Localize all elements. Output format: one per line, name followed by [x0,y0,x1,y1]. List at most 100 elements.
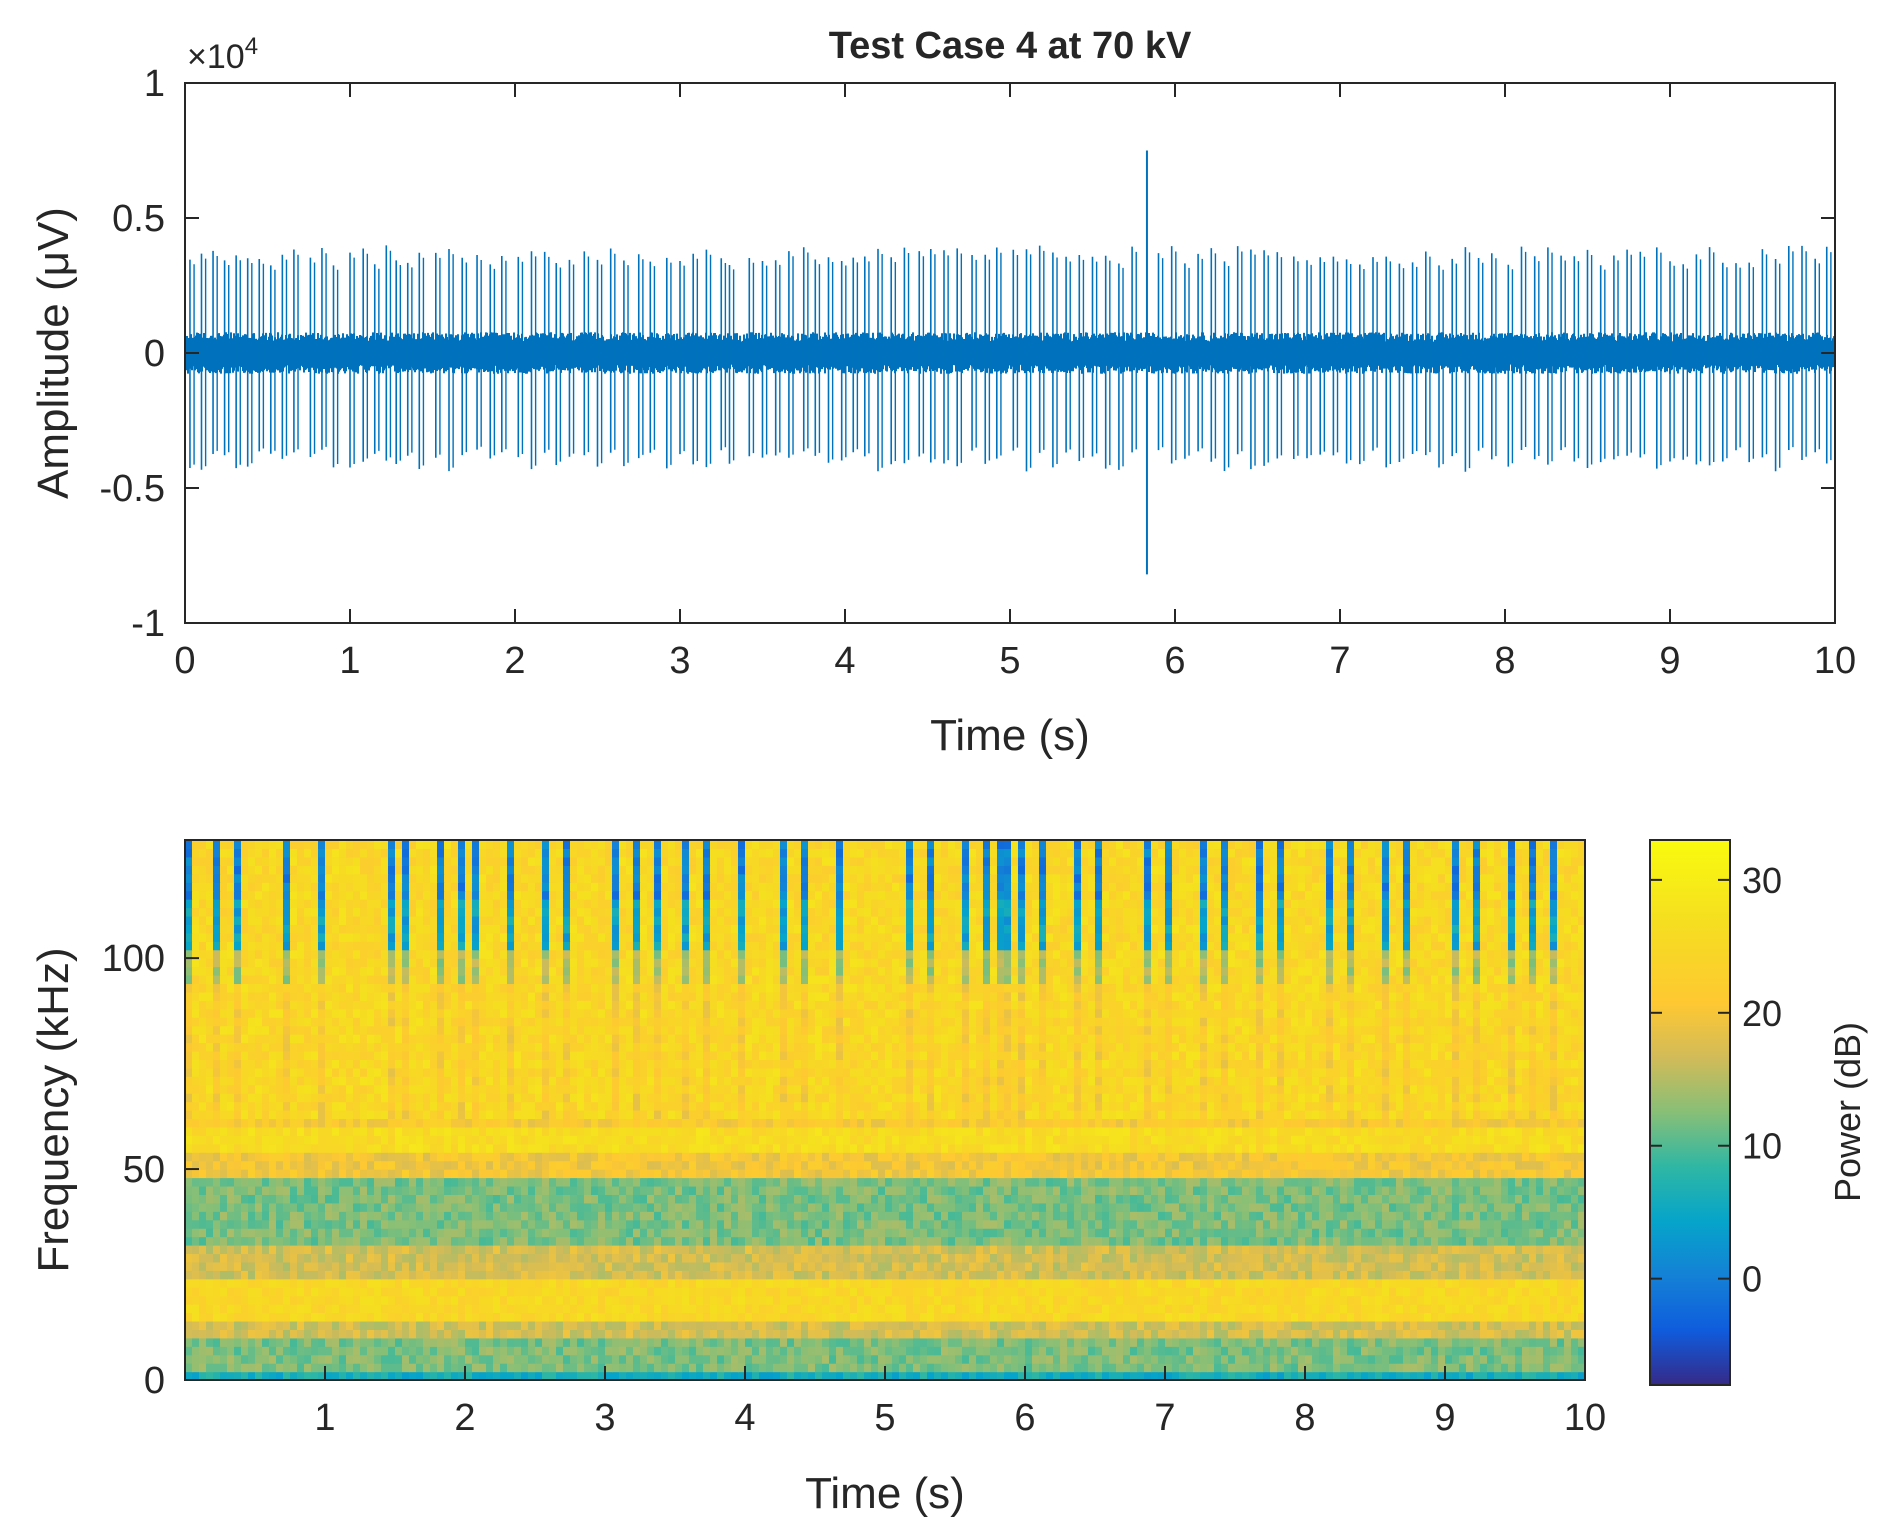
spectrogram-cell [374,1245,382,1255]
spectrogram-cell [913,1202,921,1212]
spectrogram-cell [1151,1304,1159,1314]
spectrogram-cell [304,1185,312,1195]
spectrogram-cell [283,1219,291,1229]
spectrogram-cell [1564,1228,1572,1238]
spectrogram-cell [1494,1346,1502,1356]
spectrogram-cell [689,1312,697,1322]
spectrogram-cell [717,1194,725,1204]
spectrogram-cell [213,1228,221,1238]
spectrogram-cell [1389,1245,1397,1255]
spectrogram-cell [591,1363,599,1373]
spectrogram-cell [801,1304,809,1314]
spectrogram-cell [682,1245,690,1255]
spectrogram-cell [815,1228,823,1238]
spectrogram-cell [500,1194,508,1204]
spectrogram-cell [878,1253,886,1263]
spectrogram-cell [1424,1270,1432,1280]
spectrogram-cell [584,1320,592,1330]
spectrogram-cell [1438,1287,1446,1297]
spectrogram-cell [1053,1253,1061,1263]
spectrogram-cell [1305,1185,1313,1195]
spectrogram-cell [269,1371,277,1380]
spectrogram-cell [283,1253,291,1263]
spectrogram-cell [1508,1245,1516,1255]
spectrogram-cell [241,1261,249,1271]
spectrogram-cell [605,1185,613,1195]
spectrogram-cell [304,1245,312,1255]
spectrogram-cell [640,1371,648,1380]
spectrogram-cell [990,1329,998,1339]
spectrogram-cell [1340,1329,1348,1339]
spectrogram-cell [584,1185,592,1195]
spectrogram-cell [1361,1236,1369,1246]
spectrogram-cell [430,1320,438,1330]
spectrogram-cell [780,1278,788,1288]
spectrogram-cell [983,1287,991,1297]
spectrogram-cell [1501,1320,1509,1330]
spectrogram-cell [1137,1228,1145,1238]
spectrogram-cell [465,1287,473,1297]
spectrogram-cell [1298,1202,1306,1212]
spectrogram-cell [1130,1320,1138,1330]
spectrogram-cell [976,1236,984,1246]
spectrogram-cell [1410,1261,1418,1271]
spectrogram-cell [1438,1245,1446,1255]
spectrogram-cell [472,1177,480,1187]
spectrogram-cell [290,1219,298,1229]
spectrogram-cell [738,1329,746,1339]
spectrogram-cell [535,1329,543,1339]
spectrogram-cell [948,1304,956,1314]
spectrogram-cell [402,1194,410,1204]
spectrogram-cell [570,1346,578,1356]
spectrogram-cell [1060,1320,1068,1330]
spectrogram-cell [1529,1219,1537,1229]
spectrogram-cell [738,1354,746,1364]
spectrogram-cell [836,1295,844,1305]
spectrogram-cell [1417,1320,1425,1330]
spectrogram-cell [1340,1295,1348,1305]
spectrogram-cell [843,1346,851,1356]
spectrogram-cell [381,1236,389,1246]
spectrogram-cell [1284,1211,1292,1221]
spectrogram-cell [1494,1354,1502,1364]
spectrogram-cell [1389,1337,1397,1347]
spectrogram-cell [773,1245,781,1255]
spectrogram-cell [458,1304,466,1314]
spectrogram-cell [304,1278,312,1288]
spectrogram-cell [255,1312,263,1322]
spectrogram-cell [185,1304,193,1314]
spectrogram-cell [1291,1287,1299,1297]
spectrogram-cell [962,1320,970,1330]
spectrogram-cell [752,1371,760,1380]
spectrogram-cell [815,1236,823,1246]
spectrogram-cell [1501,1219,1509,1229]
spectrogram-cell [1172,1354,1180,1364]
spectrogram-cell [1277,1236,1285,1246]
spectrogram-cell [1466,1304,1474,1314]
spectrogram-cell [192,1312,200,1322]
spectrogram-cell [654,1337,662,1347]
spectrogram-cell [1291,1346,1299,1356]
spectrogram-cell [535,1245,543,1255]
spectrogram-cell [857,1270,865,1280]
spectrogram-cell [1256,1211,1264,1221]
spectrogram-cell [1431,1253,1439,1263]
spectrogram-cell [1494,1295,1502,1305]
spectrogram-cell [1137,1211,1145,1221]
spectrogram-cell [906,1194,914,1204]
spectrogram-cell [780,1219,788,1229]
spectrogram-cell [465,1337,473,1347]
spectrogram-cell [1417,1287,1425,1297]
spectrogram-cell [850,1270,858,1280]
spectrogram-cell [374,1354,382,1364]
spectrogram-cell [402,1177,410,1187]
spectrogram-cell [584,1371,592,1380]
spectrogram-cell [1382,1354,1390,1364]
spectrogram-cell [1508,1228,1516,1238]
spectrogram-cell [430,1194,438,1204]
spectrogram-cell [563,1185,571,1195]
spectrogram-cell [1039,1363,1047,1373]
spectrogram-cell [787,1177,795,1187]
spectrogram-cell [388,1270,396,1280]
spectrogram-cell [584,1337,592,1347]
